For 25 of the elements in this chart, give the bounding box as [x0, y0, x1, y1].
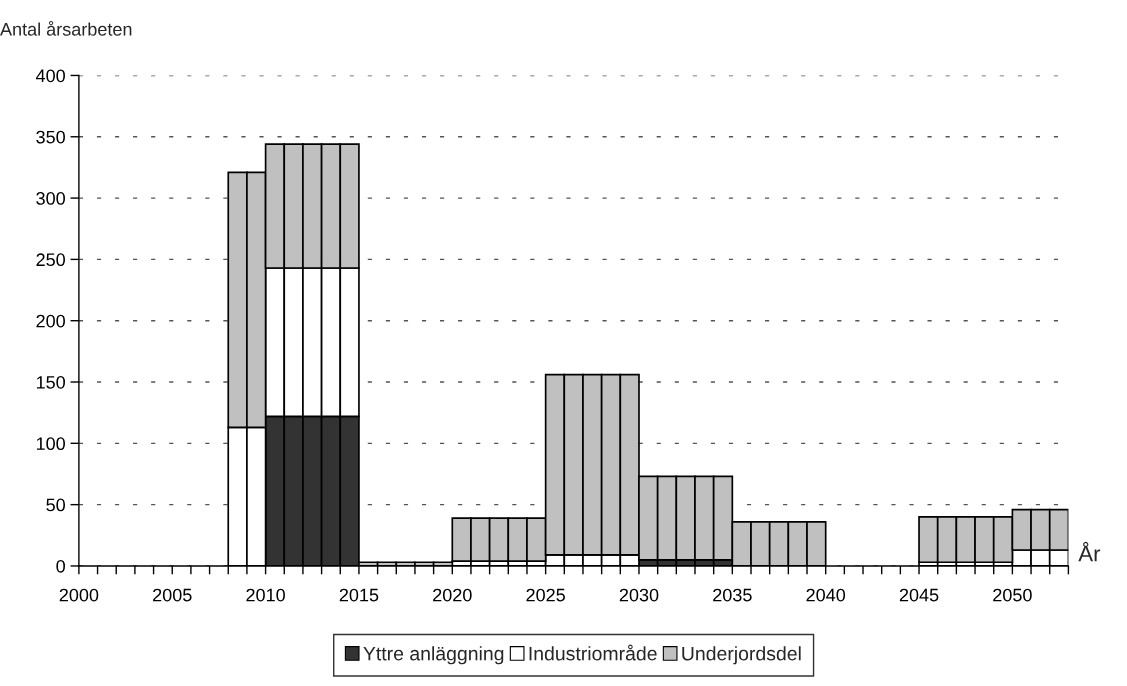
x-tick-label: 2030	[619, 588, 659, 602]
legend-label: Industriområde	[529, 644, 657, 661]
x-tick-label: 2035	[713, 588, 752, 602]
x-tick-label: 2045	[899, 588, 939, 602]
legend-label: Underjordsdel	[682, 646, 801, 665]
x-tick-label: 2040	[806, 588, 846, 602]
y-tick-label: 400	[35, 69, 65, 83]
x-tick-label: 2020	[433, 588, 472, 602]
x-tick-label: 2010	[246, 588, 285, 602]
y-axis-title: Antal årsarbeten	[0, 20, 132, 36]
y-tick-label: 100	[36, 437, 65, 451]
y-tick-label: 50	[46, 498, 65, 512]
y-tick-label: 250	[36, 253, 65, 267]
y-tick-label: 350	[36, 130, 65, 144]
x-tick-label: 2050	[993, 588, 1032, 602]
x-tick-label: 2000	[59, 588, 99, 602]
y-tick-label: 200	[36, 314, 65, 328]
x-axis-title: År	[1078, 541, 1101, 562]
x-tick-label: 2005	[153, 588, 192, 602]
x-tick-label: 2025	[526, 588, 565, 602]
x-tick-label: 2015	[339, 588, 379, 602]
legend-label: Yttre anläggning	[363, 646, 504, 665]
y-tick-label: 150	[36, 375, 65, 389]
y-tick-label: 0	[56, 559, 65, 573]
y-tick-label: 300	[36, 192, 65, 205]
